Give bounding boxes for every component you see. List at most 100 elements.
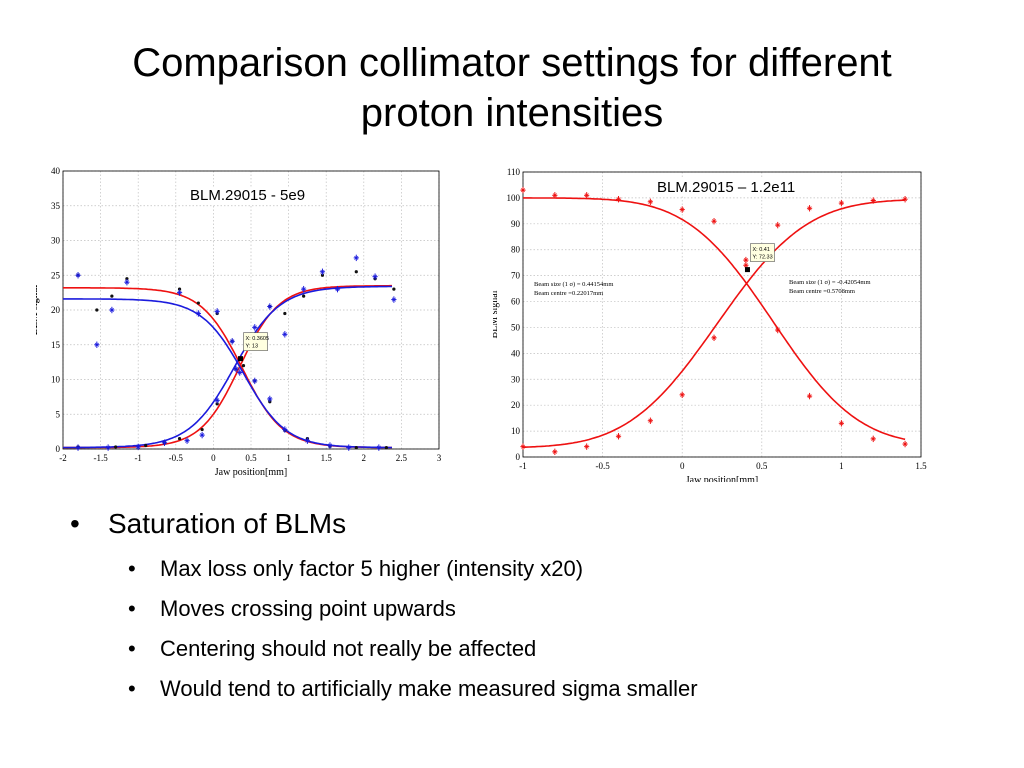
data-point	[552, 192, 558, 199]
y-tick-label: 90	[511, 219, 521, 229]
data-point	[94, 341, 100, 348]
data-point	[233, 365, 239, 373]
x-tick-label: 0	[680, 461, 685, 471]
data-point	[95, 308, 99, 312]
y-tick-label: 40	[51, 166, 61, 176]
y-tick-label: 60	[511, 297, 521, 307]
y-tick-label: 110	[507, 167, 521, 177]
x-tick-label: 0	[211, 453, 216, 463]
data-point	[391, 296, 397, 303]
data-point	[283, 311, 287, 316]
sub-bullet-text: Centering should not really be affected	[160, 636, 537, 661]
data-point	[346, 444, 352, 451]
data-point	[195, 310, 201, 317]
x-tick-label: -1	[519, 461, 527, 471]
x-tick-label: 0.5	[245, 453, 257, 463]
data-point	[711, 218, 717, 225]
data-point	[125, 277, 129, 281]
y-tick-label: 35	[51, 201, 61, 211]
x-tick-label: 2	[362, 453, 367, 463]
data-point	[110, 294, 114, 298]
data-point	[743, 256, 749, 264]
bullet-text: Saturation of BLMs	[108, 508, 347, 539]
chart-blm-1-2e11: -1 -0.5 0 0.5 1 1.5 0 10 20 30 40 50 60 70 80 90 100 110 J…	[493, 167, 927, 482]
x-tick-label: -1	[134, 453, 142, 463]
sub-bullet-item: • Centering should not really be affecte…	[70, 636, 698, 662]
data-point	[200, 427, 204, 432]
fit-curve	[63, 298, 392, 449]
sub-bullet-item: • Max loss only factor 5 higher (intensi…	[70, 556, 698, 582]
x-tick-label: -0.5	[169, 453, 184, 463]
bullet-icon: •	[128, 556, 136, 581]
data-point	[252, 324, 258, 331]
y-tick-label: 10	[511, 426, 521, 436]
data-point	[161, 439, 168, 446]
data-point	[124, 279, 130, 286]
data-cursor-marker	[744, 267, 750, 273]
data-cursor-x: X: 0.41	[752, 247, 769, 253]
data-point	[679, 391, 685, 399]
data-point	[109, 306, 115, 314]
data-point	[184, 437, 190, 444]
data-point	[144, 443, 148, 448]
data-point	[584, 443, 590, 450]
x-axis-label: Jaw position[mm]	[686, 475, 759, 482]
y-tick-label: 30	[51, 236, 61, 246]
data-point	[902, 440, 908, 448]
plot-frame	[522, 171, 922, 458]
data-point	[870, 435, 876, 443]
y-tick-label: 15	[51, 340, 61, 350]
data-point	[775, 326, 781, 334]
x-tick-label: -2	[59, 453, 67, 463]
data-point	[301, 285, 307, 293]
chart-label-5e9: BLM.29015 - 5e9	[190, 187, 306, 204]
data-cursor-box	[750, 243, 775, 262]
data-point	[838, 199, 844, 207]
data-point	[214, 308, 220, 315]
data-point	[282, 331, 288, 338]
y-tick-label: 80	[511, 245, 521, 255]
x-tick-label: 1.5	[321, 453, 333, 463]
data-point	[520, 186, 526, 194]
bullet-list: • Saturation of BLMs • Max loss only fac…	[70, 508, 698, 702]
y-tick-label: 10	[51, 375, 61, 385]
data-point	[392, 287, 396, 291]
data-point	[267, 395, 273, 403]
data-point	[241, 364, 246, 368]
slide-title: Comparison collimator settings for diffe…	[0, 38, 1024, 138]
slide-title-line-2: proton intensities	[360, 91, 664, 135]
data-point	[354, 270, 358, 274]
fit-annotation-line2: Beam centre =0.22017mm	[534, 290, 603, 297]
x-tick-label: 1.5	[915, 461, 927, 471]
y-axis-label: BLM signal	[493, 290, 500, 338]
fit-curve	[523, 199, 906, 448]
data-cursor-y: Y: 13	[246, 344, 259, 350]
bullet-icon: •	[128, 676, 136, 701]
data-point	[870, 197, 876, 204]
data-point	[252, 377, 258, 385]
data-cursor-box	[243, 332, 268, 351]
fit-annotation-line1: Beam size (1 σ) = 0.44154mm	[534, 281, 613, 288]
data-point	[135, 443, 141, 451]
data-point	[105, 444, 111, 451]
y-tick-label: 25	[51, 270, 61, 280]
data-point	[376, 444, 382, 451]
x-tick-label: 3	[437, 453, 442, 463]
y-tick-label: 70	[511, 271, 521, 281]
data-point	[679, 206, 685, 213]
y-tick-label: 0	[516, 452, 521, 462]
sub-bullet-item: • Would tend to artificially make measur…	[70, 676, 698, 702]
plot-frame	[62, 170, 440, 450]
data-point	[177, 436, 182, 441]
bullet-item: • Saturation of BLMs	[70, 508, 698, 540]
sub-bullet-item: • Moves crossing point upwards	[70, 596, 698, 622]
data-point	[384, 446, 388, 450]
y-tick-label: 20	[51, 305, 61, 315]
data-point	[75, 272, 81, 279]
data-point	[775, 221, 781, 229]
data-point	[806, 205, 813, 212]
data-point	[75, 444, 81, 451]
y-tick-label: 20	[511, 400, 521, 410]
bullet-icon: •	[70, 508, 80, 539]
x-tick-label: -0.5	[595, 461, 610, 471]
